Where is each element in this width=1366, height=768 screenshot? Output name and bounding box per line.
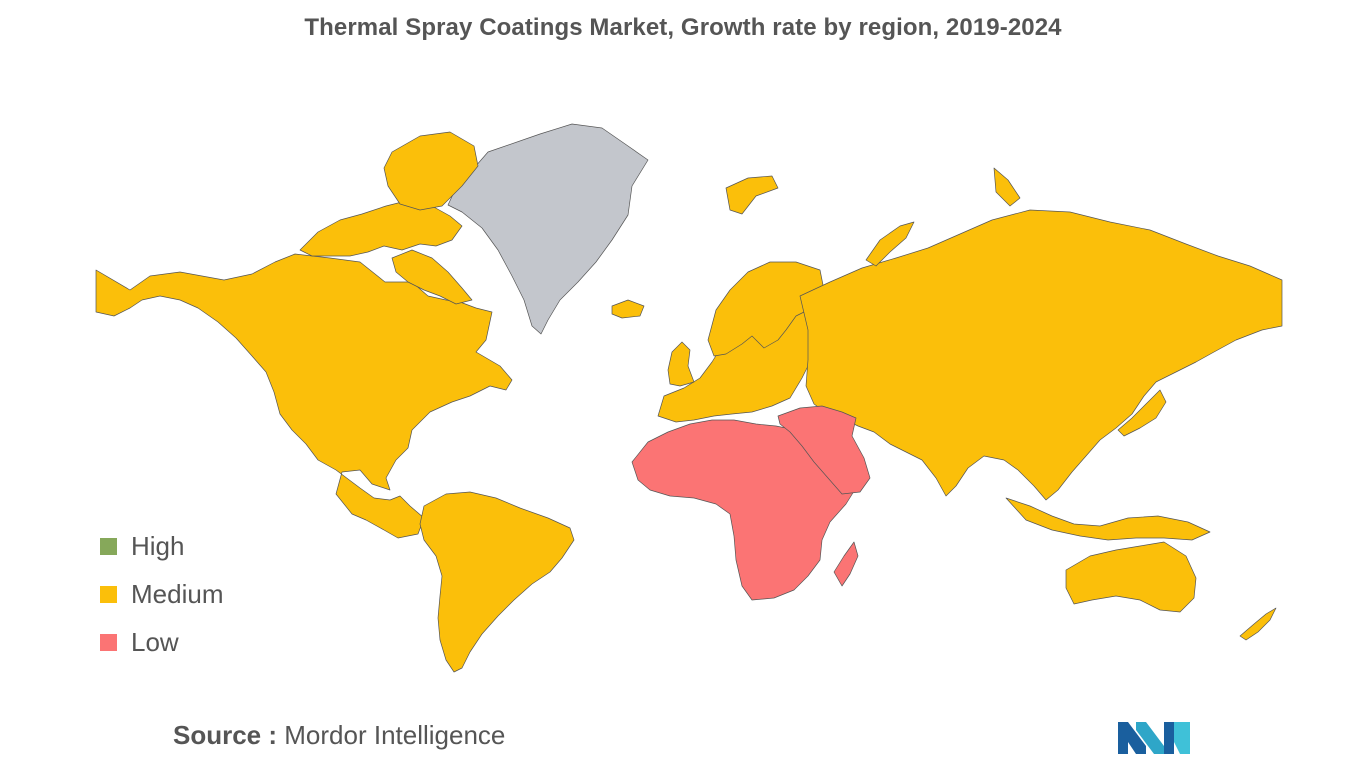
australia-region <box>1065 541 1197 613</box>
source-note: Source : Mordor Intelligence <box>173 720 505 751</box>
northern-island-region <box>391 249 473 305</box>
legend-item-high[interactable]: High <box>100 522 223 570</box>
madagascar-region <box>833 541 859 587</box>
baffin-island-region <box>383 131 479 211</box>
legend-swatch-low <box>100 633 117 651</box>
legend-swatch-medium <box>100 585 117 603</box>
source-value: Mordor Intelligence <box>284 720 506 750</box>
legend-label-medium: Medium <box>131 578 224 609</box>
chart-title: Thermal Spray Coatings Market, Growth ra… <box>304 14 1062 41</box>
africa-region <box>631 419 857 601</box>
asia-region <box>799 209 1283 501</box>
source-label: Source : <box>173 720 278 750</box>
legend-swatch-high <box>100 537 117 555</box>
iceland-region <box>611 299 645 319</box>
new-zealand-region <box>1239 607 1277 641</box>
legend-item-medium[interactable]: Medium <box>100 570 223 618</box>
greenland-region <box>447 123 649 335</box>
legend-label-high: High <box>131 530 185 561</box>
north-america-region <box>95 253 513 539</box>
svalbard-region <box>725 175 779 215</box>
legend-item-low[interactable]: Low <box>100 618 223 666</box>
arctic-islands-region <box>299 199 463 257</box>
legend: High Medium Low <box>100 522 223 666</box>
middle-east-region <box>777 405 871 495</box>
franz-josef-region <box>993 167 1021 207</box>
legend-label-low: Low <box>131 626 179 657</box>
japan-region <box>1117 389 1167 437</box>
uk-region <box>667 341 695 387</box>
south-america-region <box>419 491 575 673</box>
novaya-zemlya-region <box>865 221 915 267</box>
southeast-asia-islands-region <box>1005 497 1211 541</box>
mordor-intelligence-logo <box>1118 722 1190 754</box>
